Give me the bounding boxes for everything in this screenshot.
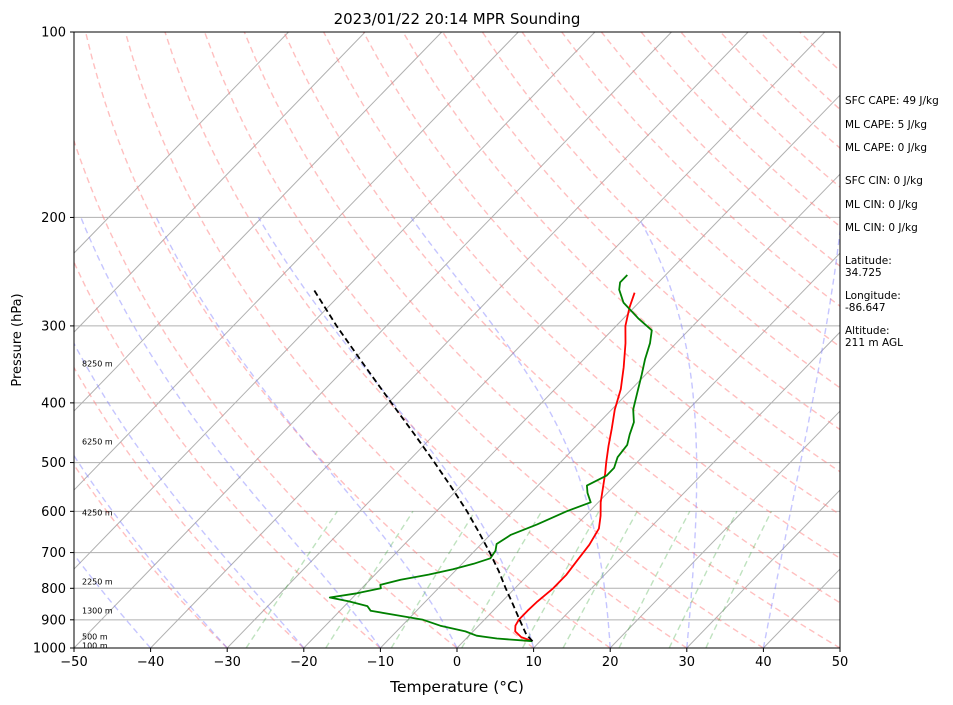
isotherm-gridline [150, 32, 749, 648]
dry-adiabat [402, 32, 840, 473]
longitude-label: Longitude: [845, 290, 901, 302]
moist-adiabat [74, 553, 152, 648]
mixing-ratio-line [668, 510, 738, 648]
x-tick-label: 40 [755, 655, 772, 670]
y-tick-label: 800 [41, 582, 66, 597]
mixing-ratio-line [461, 510, 543, 648]
x-tick-label: −30 [213, 655, 240, 670]
mixing-ratio-line [390, 510, 476, 648]
height-label: 6250 m [82, 437, 113, 446]
y-tick-label: 900 [41, 613, 66, 628]
height-label: 500 m [82, 633, 108, 642]
ml-cin-stat: ML CIN: 0 J/kg [845, 199, 918, 211]
moist-adiabat [155, 217, 458, 648]
y-tick-label: 200 [41, 211, 66, 226]
ml-cin-stat-2: ML CIN: 0 J/kg [845, 222, 918, 234]
x-tick-label: −20 [290, 655, 317, 670]
dry-adiabat [243, 32, 840, 648]
dry-adiabat [164, 32, 688, 648]
dry-adiabat [74, 463, 228, 648]
moist-adiabat [410, 216, 611, 648]
dry-adiabat [283, 32, 840, 604]
x-tick-label: 50 [832, 655, 849, 670]
dry-adiabat [84, 32, 535, 648]
ml-cape-stat: ML CAPE: 5 J/kg [845, 119, 927, 131]
isotherm-gridline [74, 32, 519, 491]
parcel-path-line [311, 287, 534, 642]
dry-adiabat [203, 32, 764, 648]
altitude-label: Altitude: [845, 325, 890, 337]
moist-adiabat [839, 645, 840, 648]
chart-title: 2023/01/22 20:14 MPR Sounding [334, 10, 581, 28]
mixing-ratio-line [325, 510, 414, 648]
isotherm-gridline [74, 32, 596, 570]
sfc-cin-stat: SFC CIN: 0 J/kg [845, 175, 923, 187]
data-lines [311, 274, 653, 643]
isotherm-gridline [74, 32, 366, 333]
mixing-ratio-line [618, 510, 691, 648]
isotherm-gridline [74, 32, 289, 254]
dry-adiabat [561, 32, 840, 308]
mixing-ratio-line [562, 510, 638, 648]
moist-adiabat [762, 224, 840, 648]
height-label: 2250 m [82, 578, 113, 587]
y-tick-label: 700 [41, 546, 66, 561]
y-tick-label: 600 [41, 505, 66, 520]
sfc-cape-stat: SFC CAPE: 49 J/kg [845, 95, 939, 107]
dry-adiabat [74, 138, 458, 648]
height-label: 8250 m [82, 359, 113, 368]
temperature-line [514, 292, 636, 643]
x-tick-label: 10 [525, 655, 542, 670]
background-grid [74, 32, 840, 648]
dry-adiabat [124, 32, 611, 648]
dewpoint-line [328, 274, 653, 643]
mixing-ratio-line [705, 510, 773, 648]
height-label: 100 m [82, 641, 108, 650]
stats-panel: SFC CAPE: 49 J/kg ML CAPE: 5 J/kg ML CAP… [845, 95, 939, 349]
y-tick-label: 1000 [33, 642, 66, 657]
ml-cape-stat-2: ML CAPE: 0 J/kg [845, 142, 927, 154]
x-axis-label: Temperature (°C) [389, 678, 524, 696]
x-tick-label: 30 [679, 655, 696, 670]
dry-adiabat [362, 32, 840, 516]
y-tick-label: 400 [41, 396, 66, 411]
isotherm-gridline [456, 252, 840, 648]
dry-adiabat [74, 366, 305, 648]
latitude-label: Latitude: [845, 255, 892, 267]
isotherm-gridline [303, 94, 840, 648]
moist-adiabat [637, 217, 698, 648]
height-label: 4250 m [82, 509, 113, 518]
y-tick-label: 500 [41, 456, 66, 471]
dry-adiabat [74, 260, 381, 648]
x-tick-label: 20 [602, 655, 619, 670]
dry-adiabat [323, 32, 840, 560]
moist-adiabat [74, 342, 305, 648]
isotherm-gridline [226, 32, 826, 648]
latitude-value: 34.725 [845, 267, 882, 279]
x-tick-label: −10 [367, 655, 394, 670]
mixing-ratio-line [245, 510, 338, 648]
longitude-value: -86.647 [845, 302, 886, 314]
isotherm-gridline [533, 331, 840, 648]
height-label: 1300 m [82, 607, 113, 616]
moist-adiabat [80, 217, 381, 648]
mixing-ratio-line [521, 510, 600, 648]
y-tick-label: 100 [41, 26, 66, 41]
y-tick-label: 300 [41, 319, 66, 334]
isotherm-gridline [609, 410, 840, 648]
x-tick-label: 0 [453, 655, 461, 670]
altitude-value: 211 m AGL [845, 337, 903, 349]
isotherm-gridline [686, 489, 840, 648]
isotherm-gridline [74, 32, 672, 648]
isotherm-gridline [380, 173, 840, 648]
x-tick-label: −50 [60, 655, 87, 670]
y-axis-label: Pressure (hPa) [10, 293, 25, 386]
moist-adiabat [74, 454, 228, 648]
moist-adiabat [257, 217, 535, 648]
x-tick-label: −40 [137, 655, 164, 670]
isotherm-gridline [74, 32, 443, 412]
